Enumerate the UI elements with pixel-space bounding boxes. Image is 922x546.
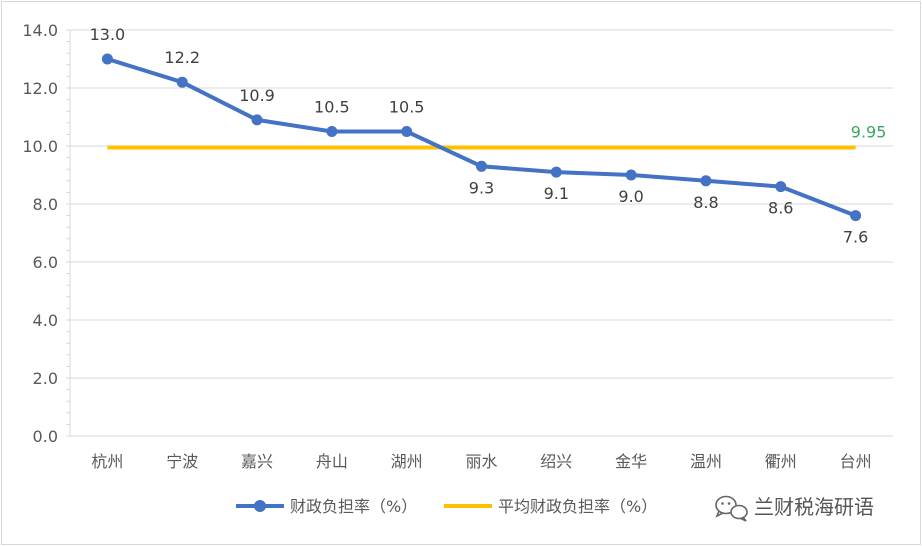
legend: 财政负担率（%） 平均财政负担率（%） bbox=[236, 497, 657, 516]
data-label: 9.1 bbox=[544, 184, 569, 203]
series-point bbox=[700, 175, 712, 187]
data-label: 8.8 bbox=[693, 193, 718, 212]
watermark: 兰财税海研语 bbox=[715, 495, 874, 522]
series-layer bbox=[101, 53, 862, 222]
y-tick-label: 12.0 bbox=[22, 79, 58, 98]
x-tick-label: 台州 bbox=[840, 452, 872, 471]
x-axis: 杭州 宁波 嘉兴 舟山 湖州 丽水 绍兴 金华 温州 衢州 台州 bbox=[70, 435, 893, 471]
y-tick-label: 14.0 bbox=[22, 21, 58, 40]
series-point bbox=[176, 76, 188, 88]
series-point bbox=[326, 126, 338, 137]
wechat-icon bbox=[715, 495, 748, 522]
data-label: 9.0 bbox=[618, 187, 643, 206]
x-tick-label: 舟山 bbox=[316, 452, 348, 471]
legend-marker bbox=[254, 500, 266, 512]
series-point bbox=[476, 160, 487, 172]
series-point bbox=[251, 114, 263, 126]
series-point bbox=[401, 126, 413, 137]
data-label: 10.5 bbox=[389, 98, 425, 117]
legend-label-series: 财政负担率（%） bbox=[290, 497, 417, 516]
x-tick-label: 衢州 bbox=[765, 452, 797, 471]
y-tick-label: 2.0 bbox=[33, 369, 58, 388]
x-tick-label: 绍兴 bbox=[540, 452, 572, 471]
y-tick-label: 10.0 bbox=[22, 137, 58, 156]
y-tick-label: 8.0 bbox=[33, 195, 58, 214]
series-point bbox=[625, 169, 637, 181]
watermark-text: 兰财税海研语 bbox=[754, 495, 874, 519]
x-tick-label: 湖州 bbox=[391, 452, 423, 471]
data-label: 7.6 bbox=[843, 228, 868, 247]
data-label: 10.5 bbox=[314, 98, 350, 117]
x-tick-label: 宁波 bbox=[166, 452, 198, 471]
data-label: 10.9 bbox=[239, 86, 275, 105]
y-axis: 0.0 2.0 4.0 6.0 8.0 10.0 12.0 14.0 bbox=[22, 21, 71, 446]
y-tick-label: 4.0 bbox=[33, 311, 58, 330]
series-point bbox=[101, 53, 113, 65]
gridlines bbox=[70, 29, 893, 437]
x-tick-label: 嘉兴 bbox=[241, 452, 273, 471]
y-tick-label: 0.0 bbox=[33, 427, 58, 446]
data-label: 8.6 bbox=[768, 199, 793, 218]
x-tick-label: 金华 bbox=[615, 452, 647, 471]
data-label: 12.2 bbox=[164, 48, 200, 67]
average-data-label: 9.95 bbox=[851, 122, 887, 141]
legend-label-average: 平均财政负担率（%） bbox=[498, 497, 657, 516]
y-tick-label: 6.0 bbox=[33, 253, 58, 272]
x-tick-label: 丽水 bbox=[465, 452, 497, 471]
series-point bbox=[775, 181, 787, 193]
series-point bbox=[850, 210, 862, 222]
data-labels: 9.95 13.0 12.2 10.9 10.5 10.5 9.3 9.1 9.0 8.8 8.6 7… bbox=[90, 25, 887, 247]
data-label: 9.3 bbox=[469, 178, 494, 197]
x-tick-label: 杭州 bbox=[91, 452, 123, 471]
x-tick-label: 温州 bbox=[690, 452, 722, 471]
series-point bbox=[550, 166, 562, 178]
data-label: 13.0 bbox=[90, 25, 126, 44]
